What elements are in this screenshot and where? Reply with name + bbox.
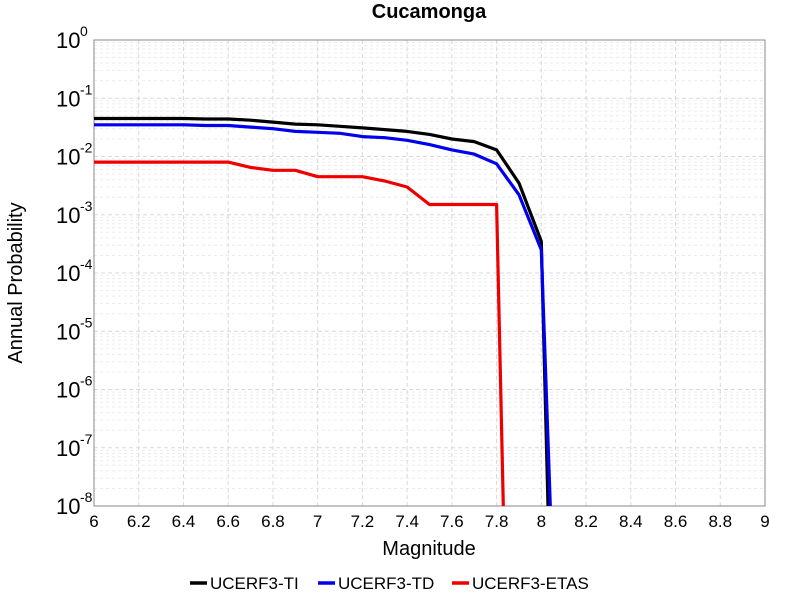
- y-tick-label: 10 -4: [56, 256, 93, 286]
- x-tick-label: 6.6: [216, 512, 240, 531]
- plot-area: [93, 39, 766, 507]
- legend-item-2: UCERF3-ETAS: [452, 574, 589, 593]
- y-tick-exponent: -4: [80, 256, 93, 272]
- legend: UCERF3-TI UCERF3-TD UCERF3-ETAS: [190, 574, 589, 593]
- legend-item-0: UCERF3-TI: [190, 574, 299, 593]
- y-tick-label: 10 -8: [56, 489, 93, 519]
- x-tick-label: 8.4: [619, 512, 643, 531]
- y-tick-exponent: -8: [80, 489, 93, 505]
- x-tick-label: 7: [313, 512, 322, 531]
- y-tick-base: 10: [56, 203, 80, 228]
- x-tick-label: 8.8: [708, 512, 732, 531]
- y-tick-label: 10 -7: [56, 431, 93, 461]
- y-tick-label: 10 -2: [56, 140, 93, 170]
- legend-label: UCERF3-TD: [338, 574, 434, 593]
- y-tick-exponent: -7: [80, 431, 93, 447]
- x-tick-label: 6: [89, 512, 98, 531]
- series-line-2: [94, 160, 505, 507]
- x-axis-ticks: 6 6.2 6.4 6.6 6.8 7 7.2 7.4 7.6 7.8 8 8.2 8.4 8.6 8.8 9: [89, 512, 769, 531]
- x-tick-label: 9: [760, 512, 769, 531]
- legend-label: UCERF3-ETAS: [472, 574, 589, 593]
- grid: [93, 39, 766, 507]
- y-tick-base: 10: [56, 319, 80, 344]
- y-tick-base: 10: [56, 28, 80, 53]
- x-tick-label: 8.2: [574, 512, 598, 531]
- y-tick-label: 10 -3: [56, 198, 93, 228]
- legend-label: UCERF3-TI: [210, 574, 299, 593]
- y-tick-label: 10 0: [56, 23, 88, 53]
- x-tick-label: 8.6: [664, 512, 688, 531]
- y-tick-exponent: -3: [80, 198, 93, 214]
- y-tick-exponent: -2: [80, 140, 93, 156]
- y-tick-base: 10: [56, 494, 80, 519]
- y-tick-base: 10: [56, 378, 80, 403]
- y-tick-exponent: 0: [80, 23, 88, 39]
- x-tick-label: 7.4: [395, 512, 419, 531]
- y-tick-label: 10 -6: [56, 373, 93, 403]
- y-tick-exponent: -5: [80, 314, 93, 330]
- y-tick-base: 10: [56, 145, 80, 170]
- x-tick-label: 7.6: [440, 512, 464, 531]
- x-axis-label: Magnitude: [382, 538, 475, 560]
- x-tick-label: 8: [537, 512, 546, 531]
- x-tick-label: 7.8: [485, 512, 509, 531]
- series-line-0: [94, 116, 550, 507]
- y-axis-label: Annual Probability: [5, 202, 27, 363]
- y-tick-exponent: -1: [80, 81, 93, 97]
- x-tick-label: 6.8: [261, 512, 285, 531]
- x-tick-label: 6.4: [172, 512, 196, 531]
- y-tick-exponent: -6: [80, 373, 93, 389]
- y-tick-base: 10: [56, 261, 80, 286]
- y-tick-base: 10: [56, 436, 80, 461]
- series-line-1: [94, 123, 552, 507]
- legend-item-1: UCERF3-TD: [318, 574, 434, 593]
- x-tick-label: 7.2: [351, 512, 375, 531]
- y-tick-label: 10 -1: [56, 81, 93, 111]
- series-lines: [94, 116, 552, 507]
- chart-title: Cucamonga: [372, 1, 487, 23]
- y-tick-base: 10: [56, 86, 80, 111]
- x-tick-label: 6.2: [127, 512, 151, 531]
- y-tick-label: 10 -5: [56, 314, 93, 344]
